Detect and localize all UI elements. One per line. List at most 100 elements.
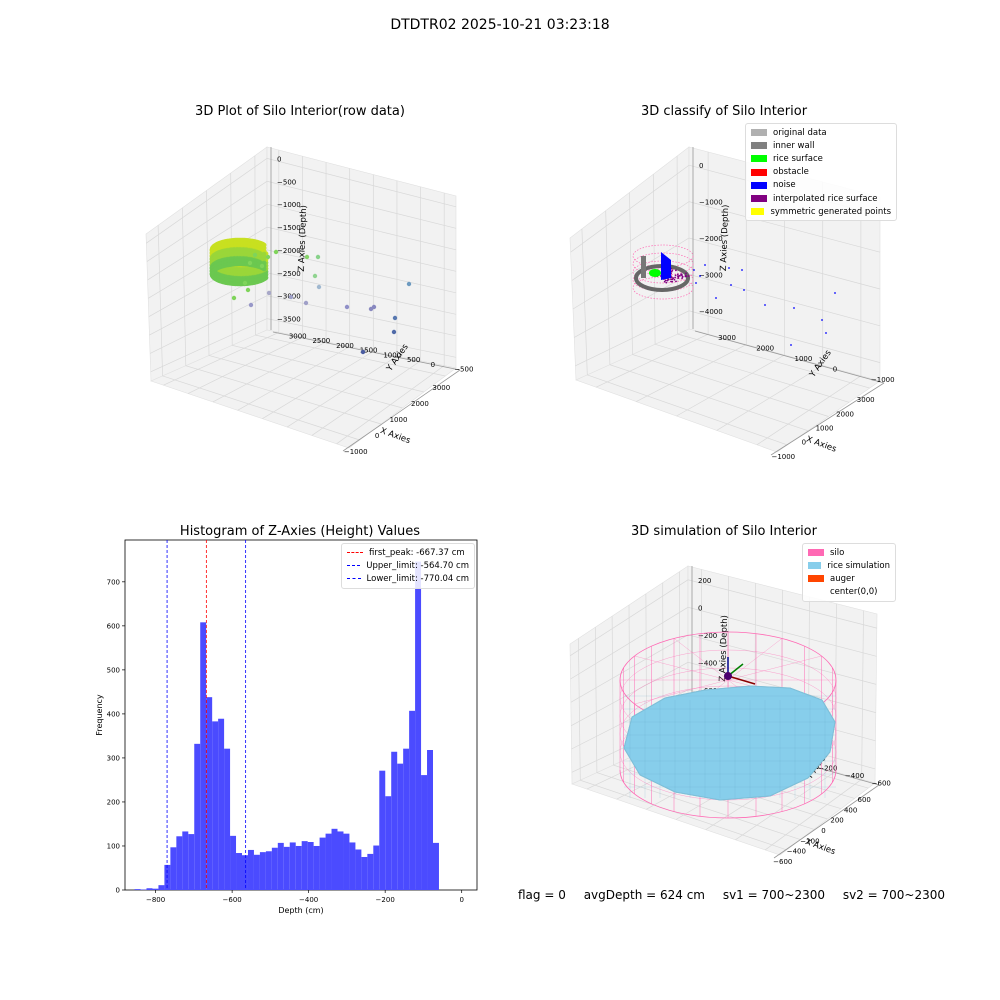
classify-legend-label: original data <box>773 128 827 138</box>
simulation-legend-item: silo <box>808 546 890 559</box>
histogram-bar <box>170 847 176 890</box>
histogram-bar <box>320 838 326 890</box>
raw-y-tick-label: 500 <box>407 356 420 364</box>
classify-legend-swatch <box>751 155 767 162</box>
classify-noise-point <box>693 269 695 271</box>
raw-z-tick-label: −500 <box>277 178 296 186</box>
raw-point <box>305 255 309 259</box>
histogram-bar <box>361 857 367 890</box>
classify-noise-point <box>743 289 745 291</box>
raw-z-tick-label: 0 <box>277 155 281 163</box>
histogram-bar <box>290 842 296 890</box>
simulation-legend-label: center(0,0) <box>830 587 878 597</box>
simulation-legend-label: silo <box>830 548 844 558</box>
raw-point <box>289 295 293 299</box>
simulation-3d-plot: −600−400−2000200400600−600−400−200020040… <box>500 500 1000 880</box>
raw-point <box>248 261 252 265</box>
histogram-bar <box>218 719 224 890</box>
classify-3d-plot: −10000100020003000−100001000200030000−10… <box>500 0 1000 500</box>
raw-point <box>316 255 320 259</box>
raw-point <box>266 255 270 259</box>
avg-depth-readout: avgDepth = 624 cm <box>584 888 705 902</box>
simulation-legend-label: auger <box>830 574 855 584</box>
raw-x-axis-label: X Axies <box>379 426 412 446</box>
histogram-bar <box>230 836 236 890</box>
histogram-bar <box>373 846 379 890</box>
classify-noise-point <box>704 264 706 266</box>
raw-point <box>232 296 236 300</box>
histogram-bar <box>158 885 164 890</box>
classify-y-tick-label: 0 <box>833 365 837 373</box>
classify-legend-item: interpolated rice surface <box>751 192 891 205</box>
classify-interp-point <box>675 274 677 276</box>
simulation-center-marker <box>724 672 732 680</box>
simulation-legend: silo rice simulation auger center(0,0) <box>802 543 896 602</box>
classify-interp-point <box>674 277 676 279</box>
raw-point <box>253 253 257 257</box>
classify-z-tick-label: −1000 <box>699 199 723 207</box>
histogram-bar <box>200 622 206 890</box>
histogram-y-tick-label: 400 <box>107 710 120 718</box>
classify-x-tick-label: 2000 <box>836 410 854 418</box>
status-line: flag = 0 avgDepth = 624 cm sv1 = 700~230… <box>518 888 959 902</box>
classify-noise-point <box>741 269 743 271</box>
raw-point <box>317 285 321 289</box>
histogram-bar <box>188 834 194 890</box>
histogram-bar <box>236 853 242 890</box>
classify-legend-label: noise <box>773 180 796 190</box>
classify-legend-swatch <box>751 182 767 189</box>
histogram-bar <box>147 888 153 890</box>
simulation-x-tick-label: −400 <box>787 848 806 856</box>
classify-legend-item: inner wall <box>751 139 891 152</box>
simulation-legend-swatch <box>808 562 821 569</box>
histogram-x-axis-label: Depth (cm) <box>278 906 323 915</box>
classify-interp-point <box>674 279 676 281</box>
raw-point <box>260 264 264 268</box>
histogram-bar <box>266 851 272 890</box>
classify-x-tick-label: 1000 <box>816 425 834 433</box>
histogram-bar <box>242 855 248 890</box>
simulation-legend-item: rice simulation <box>808 559 890 572</box>
histogram-legend-label: first_peak: -667.37 cm <box>369 548 465 558</box>
classify-interp-point <box>675 281 677 283</box>
classify-interp-point <box>675 270 677 272</box>
classify-noise-point <box>834 292 836 294</box>
histogram-bar <box>338 831 344 890</box>
classify-legend-label: inner wall <box>773 141 814 151</box>
raw-x-tick-label: −1000 <box>344 448 368 456</box>
histogram-bar <box>415 562 421 890</box>
histogram-bar <box>152 889 158 890</box>
classify-legend-item: noise <box>751 179 891 192</box>
histogram-bar <box>194 744 200 890</box>
classify-noise-point <box>695 282 697 284</box>
classify-legend-swatch <box>751 142 767 149</box>
classify-y-tick-label: 2000 <box>756 345 774 353</box>
classify-noise-point <box>821 319 823 321</box>
raw-point <box>274 250 278 254</box>
histogram-bar <box>332 829 338 890</box>
simulation-legend-swatch <box>808 575 824 582</box>
histogram-legend-swatch <box>347 578 361 579</box>
classify-legend-label: symmetric generated points <box>770 207 891 217</box>
classify-interp-point <box>665 280 667 282</box>
histogram-legend-label: Upper_limit: -564.70 cm <box>366 561 469 571</box>
histogram-y-tick-label: 600 <box>107 622 120 630</box>
classify-legend-item: symmetric generated points <box>751 205 891 218</box>
raw-x-tick-label: 2000 <box>411 400 429 408</box>
histogram-bar <box>427 750 433 890</box>
classify-legend-item: rice surface <box>751 152 891 165</box>
raw-3d-plot: −10000100020003000−500050010001500200025… <box>0 0 500 500</box>
histogram-x-tick-label: −600 <box>223 896 242 904</box>
histogram-bar <box>248 850 254 890</box>
classify-interp-point <box>685 275 687 277</box>
histogram-legend-swatch <box>347 552 363 553</box>
classify-noise-point <box>715 297 717 299</box>
sv2-readout: sv2 = 700~2300 <box>843 888 945 902</box>
classify-y-tick-label: 3000 <box>718 334 736 342</box>
raw-y-tick-label: 2000 <box>336 342 354 350</box>
histogram-y-tick-label: 700 <box>107 578 120 586</box>
classify-x-axis-label: X Axies <box>805 435 838 455</box>
classify-noise-point <box>764 304 766 306</box>
raw-point <box>361 350 365 354</box>
classify-legend-swatch <box>751 208 764 215</box>
